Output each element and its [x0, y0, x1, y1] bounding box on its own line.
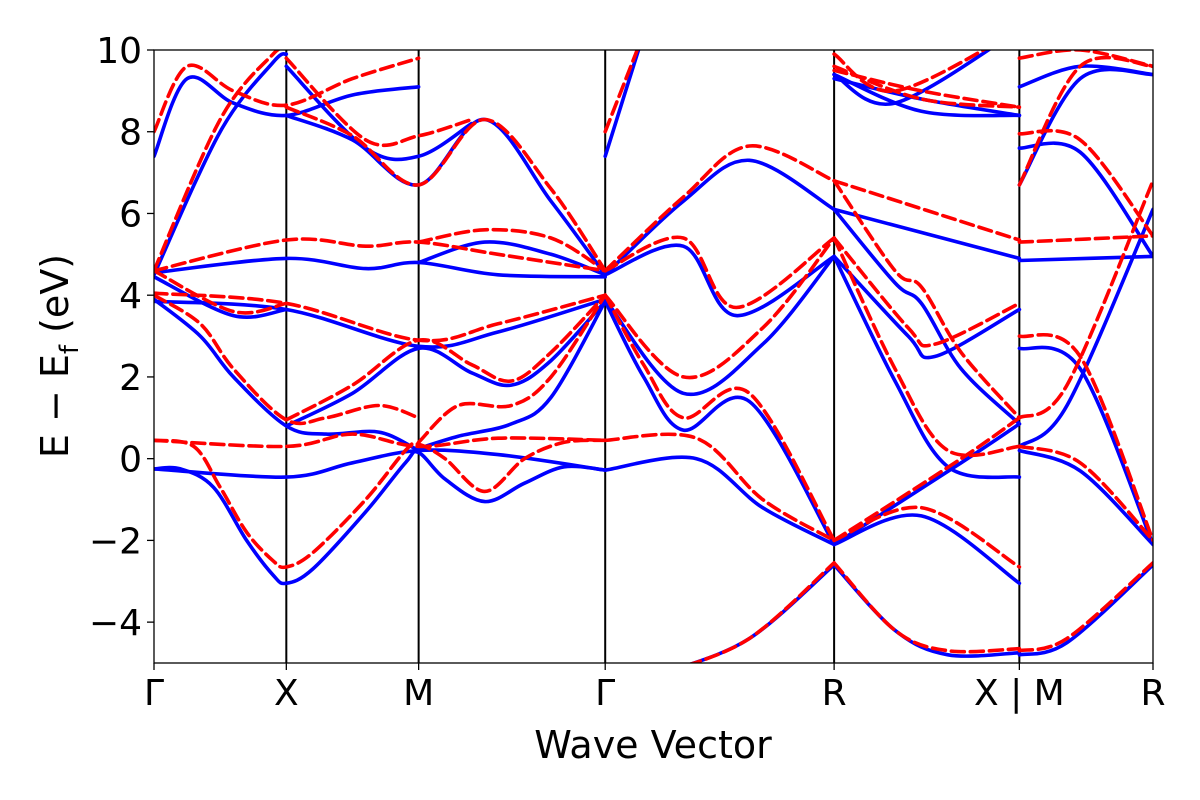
- band-line-solid: [832, 50, 992, 107]
- band-line-solid: [603, 243, 836, 318]
- band-line-solid: [1017, 563, 1153, 657]
- x-axis-label: Wave Vector: [534, 723, 772, 767]
- band-line-dashed: [416, 293, 607, 445]
- band-lines: [154, 50, 1153, 663]
- band-line-solid: [603, 455, 836, 547]
- band-line-solid: [832, 207, 1022, 426]
- band-line-solid: [1017, 345, 1153, 547]
- band-line-dashed: [1017, 234, 1153, 244]
- band-line-dashed: [832, 236, 1022, 458]
- band-line-dashed: [416, 227, 607, 273]
- band-line-dashed: [1017, 179, 1153, 420]
- band-line-solid: [154, 256, 607, 279]
- band-line-solid: [154, 275, 289, 319]
- band-line-dashed: [688, 561, 836, 663]
- x-tick-label: Γ: [144, 673, 164, 714]
- band-line-solid: [284, 299, 607, 428]
- y-axis-label: E − Ef (eV): [33, 254, 85, 458]
- y-tick-label: 4: [119, 276, 142, 317]
- x-tick-label: X: [274, 673, 299, 714]
- band-line-dashed: [603, 432, 836, 543]
- band-line-solid: [832, 254, 1022, 360]
- band-line-solid: [832, 254, 1022, 480]
- y-tick-label: −2: [89, 521, 142, 562]
- band-line-dashed: [832, 236, 1022, 348]
- band-line-dashed: [154, 50, 289, 273]
- band-line-dashed: [154, 291, 607, 343]
- band-line-dashed: [154, 56, 421, 134]
- band-line-dashed: [832, 416, 1022, 543]
- plot-frame: [153, 49, 1154, 664]
- band-line-dashed: [603, 50, 640, 134]
- band-line-solid: [1017, 207, 1153, 449]
- band-line-dashed: [1017, 55, 1153, 187]
- x-tick-label: X | M: [974, 673, 1065, 714]
- y-tick-label: 8: [119, 113, 142, 154]
- band-line-solid: [832, 563, 1022, 658]
- band-line-solid: [154, 448, 607, 479]
- x-tick-label: R: [822, 673, 847, 714]
- band-line-dashed: [603, 235, 836, 310]
- band-line-solid: [603, 158, 836, 277]
- band-line-dashed: [603, 144, 836, 273]
- x-tick-label: Γ: [595, 673, 615, 714]
- y-axis-label-subscript: f: [55, 344, 85, 354]
- x-tick-label: M: [403, 673, 434, 714]
- band-line-dashed: [603, 236, 836, 380]
- band-line-solid: [154, 75, 421, 159]
- band-line-solid: [603, 254, 836, 397]
- y-tick-label: 2: [119, 358, 142, 399]
- band-line-dashed: [284, 105, 607, 273]
- band-line-dashed: [1017, 128, 1153, 238]
- y-tick-label: −4: [89, 603, 142, 644]
- x-tick-label: R: [1140, 673, 1165, 714]
- y-tick-label: 10: [96, 31, 142, 72]
- band-line-solid: [688, 563, 836, 663]
- band-line-solid: [416, 299, 607, 451]
- band-line-dashed: [154, 268, 289, 315]
- band-line-solid: [1017, 67, 1153, 187]
- band-line-dashed: [603, 293, 836, 543]
- band-line-solid: [1017, 254, 1153, 263]
- band-line-solid: [603, 50, 641, 159]
- band-line-dashed: [832, 561, 1022, 654]
- band-line-dashed: [832, 50, 987, 93]
- band-line-solid: [154, 449, 607, 586]
- y-tick-label: 0: [119, 440, 142, 481]
- band-line-dashed: [832, 179, 1022, 242]
- y-axis-label-main: E − E: [33, 354, 77, 458]
- band-line-solid: [603, 299, 836, 547]
- band-line-dashed: [832, 179, 1022, 420]
- band-line-solid: [832, 207, 1022, 261]
- band-line-dashed: [832, 505, 1022, 569]
- band-line-dashed: [284, 293, 607, 422]
- y-axis-label-unit: (eV): [33, 254, 77, 345]
- band-line-dashed: [1017, 561, 1153, 653]
- y-tick-label: 6: [119, 194, 142, 235]
- band-line-dashed: [154, 438, 607, 570]
- band-line-dashed: [154, 432, 607, 449]
- band-line-dashed: [284, 56, 474, 147]
- band-line-dashed: [1017, 332, 1153, 543]
- x-axis-ticks: Γ X M Γ R X | M R: [144, 663, 1166, 714]
- band-line-solid: [154, 52, 289, 277]
- band-line-solid: [416, 240, 607, 277]
- y-axis-ticks: −4 −2 0 2 4 6 8 10: [89, 31, 154, 644]
- band-line-solid: [154, 297, 607, 349]
- band-line-solid: [1017, 448, 1153, 547]
- band-line-dashed: [1017, 444, 1153, 543]
- band-line-dashed: [154, 237, 607, 273]
- band-line-solid: [832, 513, 1022, 586]
